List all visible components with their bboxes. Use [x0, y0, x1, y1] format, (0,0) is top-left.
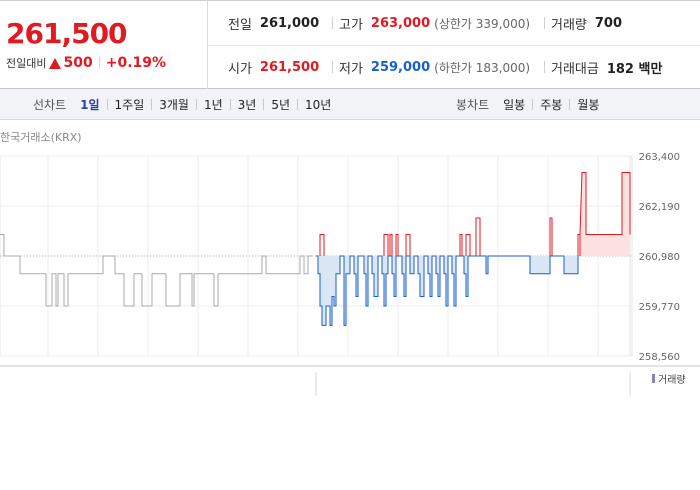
open-label: 시가	[228, 61, 252, 77]
low-cell: 저가 259,000 (하한가 183,000)	[332, 58, 530, 77]
quote-panel: 261,500 전일대비 500 +0.19% 전일 261,000 고가 26…	[0, 0, 700, 89]
divider	[532, 98, 534, 110]
change-value: 500	[63, 55, 93, 71]
series-line-down	[316, 255, 579, 326]
line-chart-label: 선차트	[33, 97, 67, 112]
up-arrow-icon	[49, 57, 62, 69]
change-percent: +0.19%	[105, 55, 167, 71]
y-tick-label: 263,400	[639, 152, 680, 163]
chart-fills	[316, 172, 630, 326]
down-area-fill	[316, 256, 578, 326]
chart-lines	[0, 172, 631, 326]
volume-swatch	[652, 374, 655, 383]
volume-label: 거래량	[551, 17, 587, 33]
amount-value: 182 백만	[606, 61, 663, 77]
volume-cell: 거래량 700	[544, 14, 622, 33]
divider	[569, 98, 571, 110]
series-line-up	[383, 234, 389, 256]
divider	[98, 57, 100, 69]
change-label: 전일대비	[6, 57, 47, 70]
series-line-up	[579, 172, 631, 256]
tab-1y[interactable]: 1년	[203, 97, 223, 112]
divider	[297, 98, 299, 110]
up-area-fill	[580, 172, 630, 256]
candle-chart-tabs: 봉차트 일봉 주봉 월봉	[456, 89, 599, 119]
prev-close-label: 전일	[228, 17, 252, 33]
prev-close-value: 261,000	[259, 15, 320, 31]
tab-3y[interactable]: 3년	[237, 97, 257, 112]
series-line-up	[395, 234, 399, 256]
divider	[332, 17, 333, 29]
y-axis-ticks: 263,400 262,190 260,980 259,770 258,560	[639, 152, 680, 363]
high-cell: 고가 263,000 (상한가 339,000)	[332, 14, 530, 33]
amount-label: 거래대금	[551, 61, 599, 77]
divider	[195, 98, 197, 110]
change-row: 전일대비 500 +0.19%	[6, 55, 166, 71]
price-block: 261,500 전일대비 500 +0.19%	[0, 1, 208, 89]
stats-row-2: 시가 261,500 저가 259,000 (하한가 183,000) 거래대금…	[208, 45, 700, 89]
tab-monthly[interactable]: 월봉	[577, 97, 600, 112]
y-tick-label: 258,560	[639, 352, 680, 363]
divider	[151, 98, 153, 110]
y-tick-label: 260,980	[639, 252, 680, 263]
tab-1d[interactable]: 1일	[80, 97, 100, 112]
lower-limit: (하한가 183,000)	[434, 60, 531, 75]
volume-legend-label: 거래량	[658, 375, 686, 386]
tab-5y[interactable]: 5년	[271, 97, 291, 112]
amount-cell: 거래대금 182 백만	[544, 58, 662, 77]
series-line-up	[465, 234, 471, 256]
prev-close-cell: 전일 261,000	[228, 14, 319, 33]
open-cell: 시가 261,500	[228, 58, 319, 77]
divider	[229, 98, 231, 110]
divider	[106, 98, 108, 110]
y-tick-label: 262,190	[639, 202, 680, 213]
series-line-prior	[0, 234, 312, 307]
volume-value: 700	[594, 15, 623, 31]
candle-chart-label: 봉차트	[456, 97, 490, 112]
chart-tab-bar: 선차트 1일 1주일 3개월 1년 3년 5년 10년 봉차트 일봉 주봉 월봉	[0, 89, 700, 120]
tab-1w[interactable]: 1주일	[114, 97, 145, 112]
divider	[544, 61, 545, 73]
high-value: 263,000	[370, 15, 431, 31]
upper-limit: (상한가 339,000)	[434, 16, 531, 31]
series-line-up	[389, 234, 393, 256]
tab-3m[interactable]: 3개월	[159, 97, 189, 112]
chart-source: 한국거래소(KRX)	[0, 131, 82, 144]
line-chart-tabs: 선차트 1일 1주일 3개월 1년 3년 5년 10년	[33, 89, 331, 119]
chart-grid	[0, 155, 700, 396]
series-line-up	[549, 217, 553, 256]
volume-legend: 거래량	[652, 371, 686, 386]
series-line-up	[475, 217, 481, 256]
high-label: 고가	[339, 17, 363, 33]
series-line-up	[459, 234, 463, 256]
divider	[332, 61, 333, 73]
current-price: 261,500	[6, 17, 128, 50]
y-tick-label: 259,770	[639, 302, 680, 313]
tab-daily[interactable]: 일봉	[503, 97, 526, 112]
open-value: 261,500	[259, 59, 320, 75]
low-label: 저가	[339, 61, 363, 77]
stats-row-1: 전일 261,000 고가 263,000 (상한가 339,000) 거래량 …	[208, 1, 700, 46]
divider	[263, 98, 265, 110]
series-line-up	[319, 234, 325, 256]
series-line-up	[405, 234, 411, 256]
tab-weekly[interactable]: 주봉	[540, 97, 563, 112]
divider	[544, 17, 545, 29]
low-value: 259,000	[370, 59, 431, 75]
tab-10y[interactable]: 10년	[305, 97, 332, 112]
